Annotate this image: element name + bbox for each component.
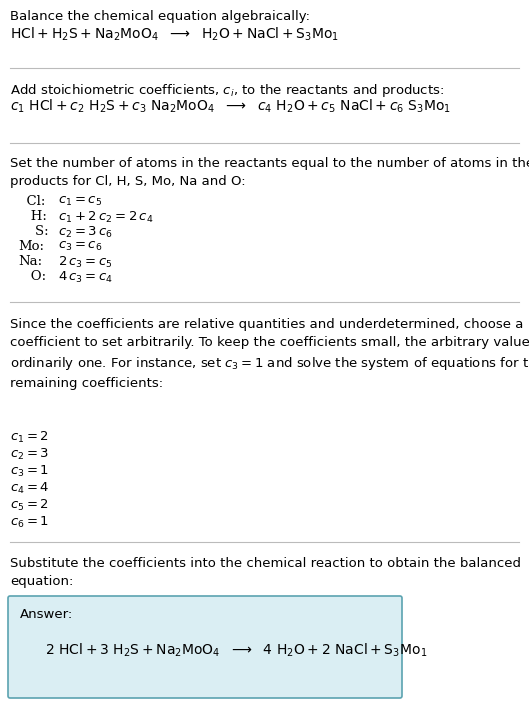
Text: $c_6 = 1$: $c_6 = 1$ <box>10 515 49 530</box>
Text: $c_5 = 2$: $c_5 = 2$ <box>10 498 49 513</box>
Text: $2\ \mathrm{HCl} + 3\ \mathrm{H_2S} + \mathrm{Na_2MoO_4}\ \ \longrightarrow\ \ 4: $2\ \mathrm{HCl} + 3\ \mathrm{H_2S} + \m… <box>45 641 427 659</box>
Text: H:: H: <box>18 210 47 223</box>
FancyBboxPatch shape <box>8 596 402 698</box>
Text: $c_1\ \mathrm{HCl} + c_2\ \mathrm{H_2S} + c_3\ \mathrm{Na_2MoO_4}\ \ \longrighta: $c_1\ \mathrm{HCl} + c_2\ \mathrm{H_2S} … <box>10 98 451 115</box>
Text: $4\,c_3 = c_4$: $4\,c_3 = c_4$ <box>58 270 113 285</box>
Text: $c_1 = 2$: $c_1 = 2$ <box>10 430 49 445</box>
Text: Answer:: Answer: <box>20 608 73 621</box>
Text: $2\,c_3 = c_5$: $2\,c_3 = c_5$ <box>58 255 113 270</box>
Text: Cl:: Cl: <box>18 195 45 208</box>
Text: $c_4 = 4$: $c_4 = 4$ <box>10 481 49 496</box>
Text: $c_2 = 3\,c_6$: $c_2 = 3\,c_6$ <box>58 225 113 240</box>
Text: S:: S: <box>18 225 49 238</box>
Text: Add stoichiometric coefficients, $c_i$, to the reactants and products:: Add stoichiometric coefficients, $c_i$, … <box>10 82 444 99</box>
Text: $\mathrm{HCl} + \mathrm{H_2S} + \mathrm{Na_2MoO_4}\ \ \longrightarrow\ \ \mathrm: $\mathrm{HCl} + \mathrm{H_2S} + \mathrm{… <box>10 26 339 43</box>
Text: $c_3 = 1$: $c_3 = 1$ <box>10 464 49 479</box>
Text: $c_2 = 3$: $c_2 = 3$ <box>10 447 49 462</box>
Text: $c_1 + 2\,c_2 = 2\,c_4$: $c_1 + 2\,c_2 = 2\,c_4$ <box>58 210 153 225</box>
Text: $c_3 = c_6$: $c_3 = c_6$ <box>58 240 102 253</box>
Text: Balance the chemical equation algebraically:: Balance the chemical equation algebraica… <box>10 10 310 23</box>
Text: O:: O: <box>18 270 46 283</box>
Text: $c_1 = c_5$: $c_1 = c_5$ <box>58 195 102 208</box>
Text: Set the number of atoms in the reactants equal to the number of atoms in the
pro: Set the number of atoms in the reactants… <box>10 157 529 188</box>
Text: Substitute the coefficients into the chemical reaction to obtain the balanced
eq: Substitute the coefficients into the che… <box>10 557 521 588</box>
Text: Since the coefficients are relative quantities and underdetermined, choose a
coe: Since the coefficients are relative quan… <box>10 318 529 390</box>
Text: Na:: Na: <box>18 255 42 268</box>
Text: Mo:: Mo: <box>18 240 44 253</box>
